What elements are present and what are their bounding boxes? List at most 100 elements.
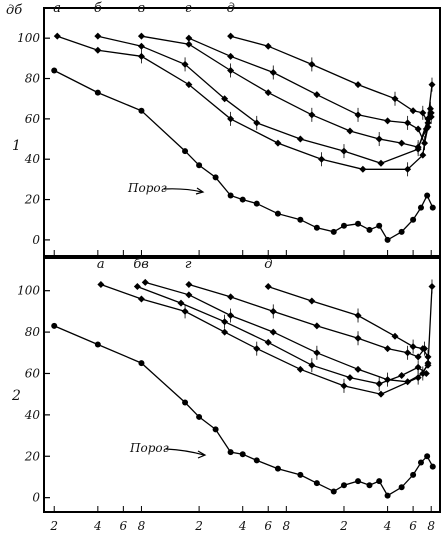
curve-letter-а: а bbox=[53, 1, 61, 16]
threshold-point bbox=[212, 174, 219, 181]
series-point bbox=[414, 125, 422, 133]
y-tick-label: 100 bbox=[17, 284, 40, 298]
series-point bbox=[94, 46, 102, 54]
series-line-а bbox=[57, 35, 429, 170]
series-point bbox=[384, 117, 392, 125]
x-tick-label: 4 bbox=[383, 519, 392, 533]
threshold-point bbox=[313, 480, 320, 487]
threshold-point bbox=[196, 162, 203, 169]
series-point bbox=[185, 280, 193, 288]
panel-1-series: а б в г д bbox=[53, 1, 436, 177]
series-point bbox=[264, 283, 272, 291]
threshold-point bbox=[398, 484, 405, 491]
panel-2-threshold-label: Порог bbox=[129, 441, 169, 455]
panel-1-axes: 0 20 40 60 80 100 bbox=[17, 31, 432, 256]
y-unit-label: дб bbox=[6, 3, 22, 18]
series-point bbox=[398, 139, 406, 147]
threshold-point bbox=[212, 426, 219, 433]
x-tick-label: 6 bbox=[120, 519, 128, 533]
curve-letter-в: в bbox=[141, 257, 149, 272]
threshold-point bbox=[182, 399, 189, 406]
series-line-в bbox=[145, 281, 429, 383]
x-tick-label: 2 bbox=[339, 519, 348, 533]
series-point bbox=[177, 299, 185, 307]
series-point bbox=[377, 390, 385, 398]
panel-1-label: 1 bbox=[12, 138, 21, 154]
threshold-point bbox=[355, 478, 362, 485]
threshold-point bbox=[94, 89, 101, 96]
panel-2-threshold bbox=[51, 322, 436, 499]
threshold-point bbox=[182, 148, 189, 155]
threshold-point bbox=[297, 216, 304, 223]
threshold-point bbox=[94, 341, 101, 348]
threshold-point bbox=[410, 216, 417, 223]
series-point bbox=[391, 332, 399, 340]
x-tick-label: 8 bbox=[138, 519, 146, 533]
series-point bbox=[313, 322, 321, 330]
threshold-point bbox=[51, 67, 58, 74]
threshold-point bbox=[340, 482, 347, 489]
series-point bbox=[141, 278, 149, 286]
y-tick-label: 60 bbox=[25, 366, 41, 380]
series-point bbox=[185, 40, 193, 48]
series-point bbox=[274, 139, 282, 147]
threshold-point bbox=[274, 210, 281, 217]
series-point bbox=[137, 295, 145, 303]
threshold-point bbox=[313, 224, 320, 231]
threshold-point bbox=[366, 482, 373, 489]
series-point bbox=[346, 127, 354, 135]
threshold-point bbox=[410, 471, 417, 478]
series-point bbox=[313, 91, 321, 99]
series-point bbox=[354, 365, 362, 373]
x-tick-label: 6 bbox=[409, 519, 417, 533]
series-point bbox=[296, 365, 304, 373]
threshold-point bbox=[355, 220, 362, 227]
threshold-point bbox=[340, 222, 347, 229]
x-tick-label: 4 bbox=[93, 519, 102, 533]
series-point bbox=[227, 52, 235, 60]
threshold-point bbox=[274, 465, 281, 472]
panel-1-threshold-label: Порог bbox=[127, 181, 167, 195]
series-point bbox=[185, 291, 193, 299]
threshold-point bbox=[196, 413, 203, 420]
curve-letter-г: г bbox=[185, 1, 192, 16]
threshold-point bbox=[253, 200, 260, 207]
series-point bbox=[404, 378, 412, 386]
curve-letter-б: б bbox=[94, 1, 102, 16]
threshold-point bbox=[330, 488, 337, 495]
series-point bbox=[264, 338, 272, 346]
threshold-point bbox=[384, 236, 391, 243]
series-point bbox=[137, 32, 145, 40]
panel-1-threshold bbox=[51, 67, 436, 243]
series-point bbox=[422, 125, 430, 133]
panel-1-frame: 1 0 20 40 60 80 100 а б в г д Порог bbox=[12, 1, 441, 257]
series-point bbox=[185, 81, 193, 89]
series-point bbox=[384, 345, 392, 353]
series-point bbox=[97, 280, 105, 288]
series-point bbox=[227, 293, 235, 301]
y-tick-label: 0 bbox=[32, 491, 40, 505]
series-point bbox=[377, 159, 385, 167]
threshold-point bbox=[138, 360, 145, 367]
series-point bbox=[409, 107, 417, 115]
series-point bbox=[94, 32, 102, 40]
series-point bbox=[227, 32, 235, 40]
series-point bbox=[221, 95, 229, 103]
threshold-point bbox=[138, 107, 145, 114]
y-tick-label: 80 bbox=[25, 325, 41, 339]
panel-2-axes: 0 20 40 60 80 100 bbox=[17, 284, 432, 512]
y-tick-label: 0 bbox=[32, 233, 40, 247]
y-tick-label: 20 bbox=[24, 193, 41, 207]
x-tick-label: 2 bbox=[49, 519, 58, 533]
series-point bbox=[264, 42, 272, 50]
threshold-point bbox=[253, 457, 260, 464]
threshold-point bbox=[239, 451, 246, 458]
series-point bbox=[359, 165, 367, 173]
series-point bbox=[414, 353, 422, 361]
threshold-point bbox=[330, 228, 337, 235]
x-tick-label: 8 bbox=[427, 519, 435, 533]
threshold-point bbox=[417, 204, 424, 211]
